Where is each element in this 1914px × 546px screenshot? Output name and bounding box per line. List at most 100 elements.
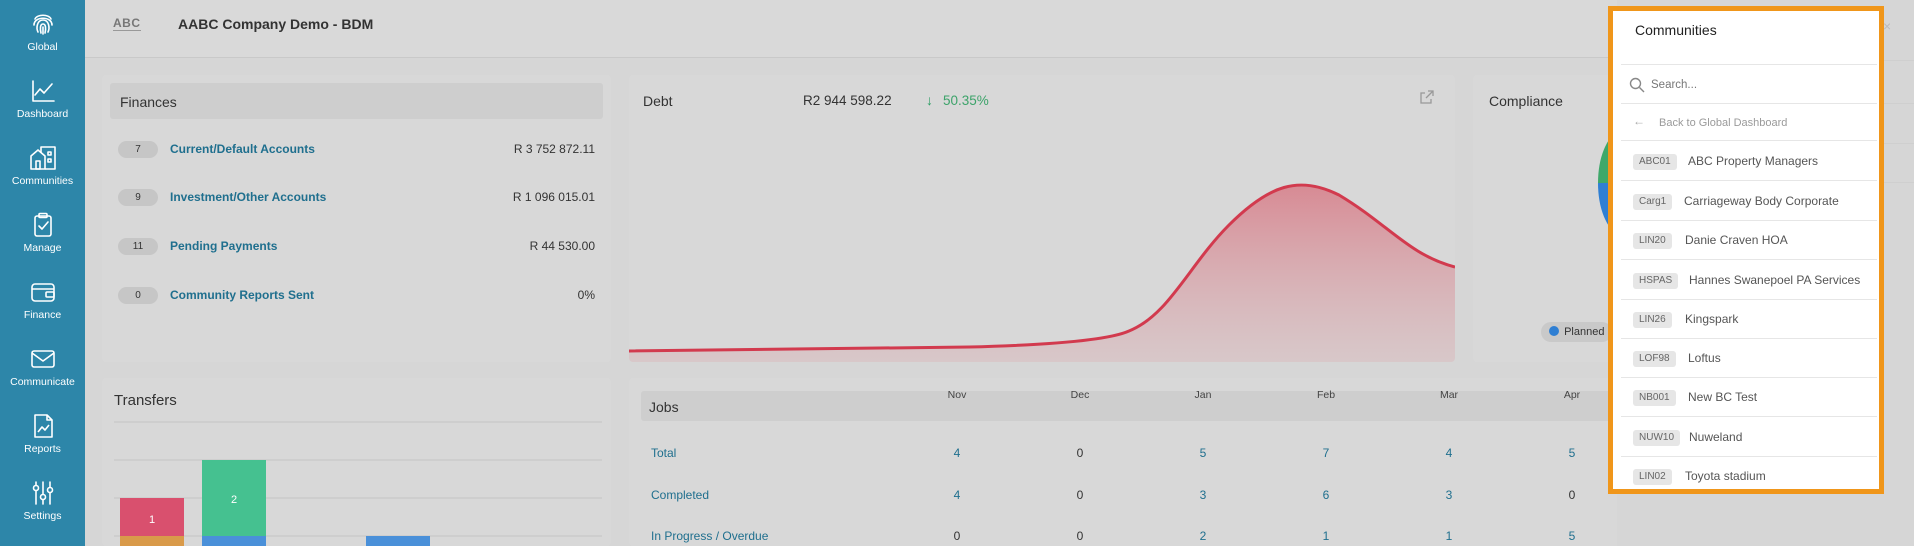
communities-panel: Communities ← Back to Global Dashboard A… <box>1608 6 1884 494</box>
finances-title: Finances <box>120 94 177 110</box>
nav-manage[interactable]: Manage <box>0 205 85 269</box>
community-name: Danie Craven HOA <box>1685 233 1788 247</box>
community-item[interactable]: NB001 New BC Test <box>1621 378 1877 417</box>
finance-row-label[interactable]: Investment/Other Accounts <box>170 190 327 204</box>
community-code-badge: LIN02 <box>1633 469 1672 485</box>
finance-row-label[interactable]: Current/Default Accounts <box>170 142 315 156</box>
community-code-badge: LIN20 <box>1633 233 1672 249</box>
wallet-icon <box>30 283 55 302</box>
debt-line <box>629 183 1455 353</box>
buildings-icon <box>29 146 56 170</box>
nav-settings[interactable]: Settings <box>0 473 85 537</box>
count-badge: 11 <box>118 238 158 255</box>
jobs-cell: 0 <box>1076 529 1084 543</box>
back-arrow-icon: ← <box>1633 114 1645 128</box>
finance-row-label[interactable]: Community Reports Sent <box>170 288 315 302</box>
bar-value-label: 1 <box>149 514 155 526</box>
finance-row-value: R 1 096 015.01 <box>512 190 595 204</box>
debt-card: Debt R2 944 598.22 ↓ 50.35% <box>629 75 1455 362</box>
jobs-cell[interactable]: 2 <box>1199 529 1207 543</box>
community-item[interactable]: LIN20 Danie Craven HOA <box>1621 221 1877 260</box>
jobs-cell[interactable]: 1 <box>1322 529 1330 543</box>
community-item[interactable]: LIN26 Kingspark <box>1621 300 1877 339</box>
finance-row[interactable]: 9 Investment/Other Accounts R 1 096 015.… <box>118 186 595 210</box>
month-header: Jan <box>1194 389 1212 401</box>
count-badge: 7 <box>118 141 158 158</box>
nav-settings-label: Settings <box>23 510 62 522</box>
community-item[interactable]: Carg1 Carriageway Body Corporate <box>1621 182 1877 221</box>
jobs-title: Jobs <box>649 399 679 415</box>
jobs-cell[interactable]: 4 <box>1445 446 1453 460</box>
jobs-cell[interactable]: 1 <box>1445 529 1453 543</box>
community-item[interactable]: LOF98 Loftus <box>1621 339 1877 378</box>
finance-row-value: R 3 752 872.11 <box>513 142 595 156</box>
search-input[interactable] <box>1651 75 1851 95</box>
community-name: Hannes Swanepoel PA Services <box>1689 273 1861 287</box>
community-code-badge: NB001 <box>1633 390 1676 406</box>
search-icon <box>1629 77 1645 93</box>
jobs-row-label[interactable]: In Progress / Overdue <box>651 529 769 543</box>
community-code-badge: LIN26 <box>1633 312 1672 328</box>
company-name[interactable]: AABC Company Demo - BDM <box>178 16 374 32</box>
nav-communicate-label: Communicate <box>10 376 75 388</box>
search-row <box>1621 64 1877 104</box>
back-to-global-link[interactable]: ← Back to Global Dashboard <box>1621 105 1877 141</box>
sliders-icon <box>32 481 53 505</box>
jobs-header: Jobs <box>641 391 1619 421</box>
jobs-row-label[interactable]: Total <box>651 446 677 460</box>
bar-value-label: 2 <box>231 494 237 506</box>
jobs-cell: 0 <box>1076 488 1084 502</box>
nav-communities[interactable]: Communities <box>0 138 85 202</box>
nav-finance-label: Finance <box>23 309 62 321</box>
community-name: Nuweland <box>1689 430 1743 444</box>
jobs-cell[interactable]: 5 <box>1199 446 1207 460</box>
jobs-cell[interactable]: 6 <box>1322 488 1330 502</box>
community-name: Carriageway Body Corporate <box>1684 194 1839 208</box>
jobs-cell[interactable]: 5 <box>1568 446 1576 460</box>
jobs-cell[interactable]: 4 <box>953 488 961 502</box>
debt-title: Debt <box>643 93 673 109</box>
community-item[interactable]: NUW10 Nuweland <box>1621 418 1877 457</box>
jobs-cell[interactable]: 5 <box>1568 529 1576 543</box>
finance-row[interactable]: 0 Community Reports Sent 0% <box>118 284 595 308</box>
month-header: Dec <box>1070 389 1090 401</box>
jobs-cell[interactable]: 7 <box>1322 446 1330 460</box>
community-item[interactable]: ABC01 ABC Property Managers <box>1621 142 1877 181</box>
month-header: Apr <box>1563 389 1581 401</box>
jobs-cell: 0 <box>1568 488 1576 502</box>
transfer-bar[interactable] <box>120 498 184 536</box>
transfer-bar[interactable] <box>120 536 184 546</box>
nav-dashboard-label: Dashboard <box>16 108 69 120</box>
jobs-cell[interactable]: 4 <box>953 446 961 460</box>
nav-reports[interactable]: Reports <box>0 406 85 470</box>
external-link-icon[interactable] <box>1419 89 1435 105</box>
nav-global-label: Global <box>27 41 58 53</box>
debt-amount: R2 944 598.22 <box>803 93 892 108</box>
debt-change-percent: 50.35% <box>943 93 989 108</box>
nav-communicate[interactable]: Communicate <box>0 339 85 403</box>
count-badge: 0 <box>118 287 158 304</box>
planned-legend[interactable]: Planned <box>1541 322 1613 342</box>
nav-global[interactable]: Global <box>0 4 85 68</box>
compliance-title: Compliance <box>1489 93 1563 109</box>
month-header: Feb <box>1316 389 1336 401</box>
jobs-row-label[interactable]: Completed <box>651 488 710 502</box>
community-item[interactable]: HSPAS Hannes Swanepoel PA Services <box>1621 261 1877 300</box>
community-item[interactable]: LIN02 Toyota stadium <box>1621 457 1877 496</box>
debt-area <box>629 185 1455 362</box>
jobs-cell[interactable]: 3 <box>1199 488 1207 502</box>
finance-row-label[interactable]: Pending Payments <box>170 239 278 253</box>
transfer-bar[interactable] <box>366 536 430 546</box>
clipboard-check-icon <box>33 212 52 237</box>
finances-title-bar: Finances <box>110 83 603 119</box>
community-code-badge: ABC01 <box>1633 154 1677 170</box>
finance-row-value: 0% <box>577 288 595 302</box>
transfer-bar[interactable] <box>202 460 266 536</box>
jobs-cell[interactable]: 3 <box>1445 488 1453 502</box>
close-icon[interactable]: × <box>1883 18 1892 34</box>
nav-finance[interactable]: Finance <box>0 272 85 336</box>
transfer-bar[interactable] <box>202 536 266 546</box>
finance-row[interactable]: 7 Current/Default Accounts R 3 752 872.1… <box>118 138 595 162</box>
finance-row[interactable]: 11 Pending Payments R 44 530.00 <box>118 235 595 259</box>
nav-dashboard[interactable]: Dashboard <box>0 71 85 135</box>
